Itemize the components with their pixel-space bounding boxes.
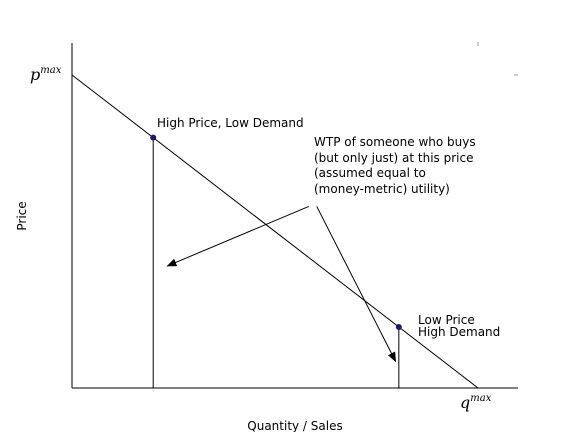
qmax-sup: max <box>470 393 491 404</box>
point-low-price <box>395 323 402 330</box>
arrow-to-high-price-area <box>166 205 309 267</box>
pmax-label: pmax <box>30 65 62 84</box>
arrow-to-low-price-area <box>316 206 397 363</box>
pmax-base: p <box>30 65 40 84</box>
annotation-wtp-line2: (but only just) at this price <box>314 151 473 165</box>
annotation-wtp-line1: WTP of someone who buys <box>314 135 476 149</box>
annotation-wtp-line3: (assumed equal to <box>314 166 426 180</box>
qmax-base: q <box>460 393 470 412</box>
point-high-price <box>150 134 157 141</box>
y-axis-label: Price <box>15 201 29 230</box>
annotation-low-price-line1: Low Price <box>418 313 475 327</box>
demand-line <box>71 74 479 389</box>
annotation-high-price: High Price, Low Demand <box>157 116 304 130</box>
qmax-label: qmax <box>460 393 492 412</box>
pmax-sup: max <box>40 65 61 76</box>
x-axis-label: Quantity / Sales <box>247 419 342 432</box>
annotation-wtp-line4: (money-metric) utility) <box>314 182 450 196</box>
annotation-low-price-line2: High Demand <box>418 325 500 339</box>
